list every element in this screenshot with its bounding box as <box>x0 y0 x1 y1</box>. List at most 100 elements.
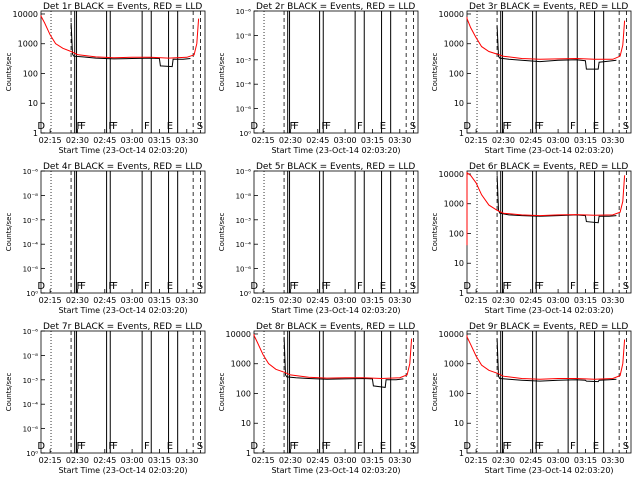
panel-title: Det 6r BLACK = Events, RED = LLD <box>469 162 628 172</box>
marker-letter: F <box>77 121 83 132</box>
y-tick-label: 10 <box>454 99 464 108</box>
x-tick-label: 02:15 <box>465 296 488 305</box>
x-tick-label: 03:15 <box>361 456 384 465</box>
detector-panel: Det 4r BLACK = Events, RED = LLD 02:15 02:… <box>5 162 206 315</box>
x-axis-label: Start Time (23-Oct-14 02:03:20) <box>271 146 400 155</box>
y-axis-label: Counts/sec <box>5 213 13 252</box>
marker-letter: F <box>108 441 114 452</box>
panel-title: Det 2r BLACK = Events, RED = LLD <box>256 2 415 12</box>
y-tick-label: 10⁻⁴ <box>23 241 39 249</box>
marker-letter: D <box>463 121 471 132</box>
marker-letter: F <box>325 121 331 132</box>
detector-panel: Det 6r BLACK = Events, RED = LLD 02:15 02:… <box>431 162 632 315</box>
y-tick-label: 10⁻³ <box>23 377 39 385</box>
y-tick-label: 1000 <box>444 40 464 49</box>
marker-letter: S <box>623 281 629 292</box>
marker-letter: F <box>538 281 544 292</box>
marker-letter: S <box>197 441 203 452</box>
y-tick-label: 10⁻⁶ <box>236 266 252 274</box>
y-tick-label: 10 <box>454 259 464 268</box>
x-tick-label: 02:45 <box>306 296 329 305</box>
x-tick-label: 02:30 <box>66 136 89 145</box>
x-tick-label: 02:30 <box>279 296 302 305</box>
y-tick-label: 10⁻⁴ <box>236 241 252 249</box>
marker-letter: F <box>290 121 296 132</box>
marker-letter: F <box>506 121 512 132</box>
x-tick-label: 03:30 <box>388 296 411 305</box>
marker-letter: F <box>77 441 83 452</box>
x-tick-label: 02:45 <box>519 136 542 145</box>
events-series-line <box>496 338 617 383</box>
marker-letter: F <box>321 121 327 132</box>
x-tick-label: 03:00 <box>121 136 144 145</box>
panels-group: Det 1r BLACK = Events, RED = LLD 02:15 02:… <box>5 2 632 475</box>
marker-letter: D <box>250 121 258 132</box>
y-tick-label: 1 <box>246 449 251 458</box>
marker-letter: S <box>410 281 416 292</box>
y-tick-label: 10⁻⁸ <box>23 192 39 200</box>
panel-title: Det 8r BLACK = Events, RED = LLD <box>256 322 415 332</box>
marker-letter: F <box>534 121 540 132</box>
plot-frame <box>253 170 419 294</box>
marker-letter: F <box>80 441 86 452</box>
marker-letter: F <box>77 281 83 292</box>
marker-letter: E <box>593 281 599 292</box>
detector-panel: Det 1r BLACK = Events, RED = LLD 02:15 02:… <box>5 2 206 155</box>
x-tick-label: 03:15 <box>148 136 171 145</box>
y-axis-label: Counts/sec <box>431 373 439 412</box>
x-axis-label: Start Time (23-Oct-14 02:03:20) <box>271 306 400 315</box>
marker-letter: F <box>321 441 327 452</box>
x-tick-label: 03:00 <box>547 296 570 305</box>
x-tick-label: 03:30 <box>601 456 624 465</box>
plot-frame <box>466 10 632 134</box>
detector-panel: Det 9r BLACK = Events, RED = LLD 02:15 02:… <box>431 322 632 475</box>
marker-letter: F <box>108 121 114 132</box>
detector-panel: Det 2r BLACK = Events, RED = LLD 02:15 02:… <box>218 2 419 155</box>
y-tick-label: 10 <box>454 419 464 428</box>
x-tick-label: 03:00 <box>334 136 357 145</box>
marker-letter: D <box>37 441 45 452</box>
marker-letter: F <box>503 121 509 132</box>
x-axis-label: Start Time (23-Oct-14 02:03:20) <box>58 306 187 315</box>
x-tick-label: 03:30 <box>388 136 411 145</box>
panel-title: Det 3r BLACK = Events, RED = LLD <box>469 2 628 12</box>
marker-letter: D <box>250 441 258 452</box>
marker-letter: F <box>506 441 512 452</box>
x-tick-label: 02:15 <box>252 456 275 465</box>
y-tick-label: 10⁰ <box>26 450 38 458</box>
panel-title: Det 7r BLACK = Events, RED = LLD <box>43 322 202 332</box>
x-tick-label: 02:30 <box>492 296 515 305</box>
x-tick-label: 02:45 <box>93 296 116 305</box>
x-tick-label: 02:30 <box>66 456 89 465</box>
detector-panel: Det 8r BLACK = Events, RED = LLD 02:15 02:… <box>218 322 419 475</box>
marker-letter: F <box>534 281 540 292</box>
marker-letter: F <box>538 121 544 132</box>
x-tick-label: 02:15 <box>465 456 488 465</box>
y-axis-label: Counts/sec <box>5 373 13 412</box>
marker-letter: F <box>293 441 299 452</box>
x-tick-label: 02:30 <box>279 136 302 145</box>
events-series-line <box>283 336 404 388</box>
x-tick-label: 03:30 <box>175 136 198 145</box>
y-tick-label: 100 <box>449 69 464 78</box>
marker-letter: F <box>534 441 540 452</box>
x-tick-label: 03:15 <box>148 296 171 305</box>
plot-frame <box>40 10 206 134</box>
y-tick-label: 100 <box>449 389 464 398</box>
y-axis-label: Counts/sec <box>431 53 439 92</box>
marker-letter: F <box>144 441 150 452</box>
x-tick-label: 03:30 <box>175 296 198 305</box>
y-tick-label: 1000 <box>444 200 464 209</box>
y-tick-label: 10⁻⁴ <box>236 81 252 89</box>
x-tick-label: 02:45 <box>93 136 116 145</box>
marker-letter: F <box>357 441 363 452</box>
detector-panel: Det 3r BLACK = Events, RED = LLD 02:15 02:… <box>431 2 632 155</box>
y-tick-label: 100 <box>23 69 38 78</box>
y-tick-label: 100 <box>449 229 464 238</box>
y-tick-label: 1000 <box>231 360 251 369</box>
y-tick-label: 1 <box>459 289 464 298</box>
y-tick-label: 1 <box>459 449 464 458</box>
x-axis-label: Start Time (23-Oct-14 02:03:20) <box>271 466 400 475</box>
marker-letter: F <box>290 281 296 292</box>
